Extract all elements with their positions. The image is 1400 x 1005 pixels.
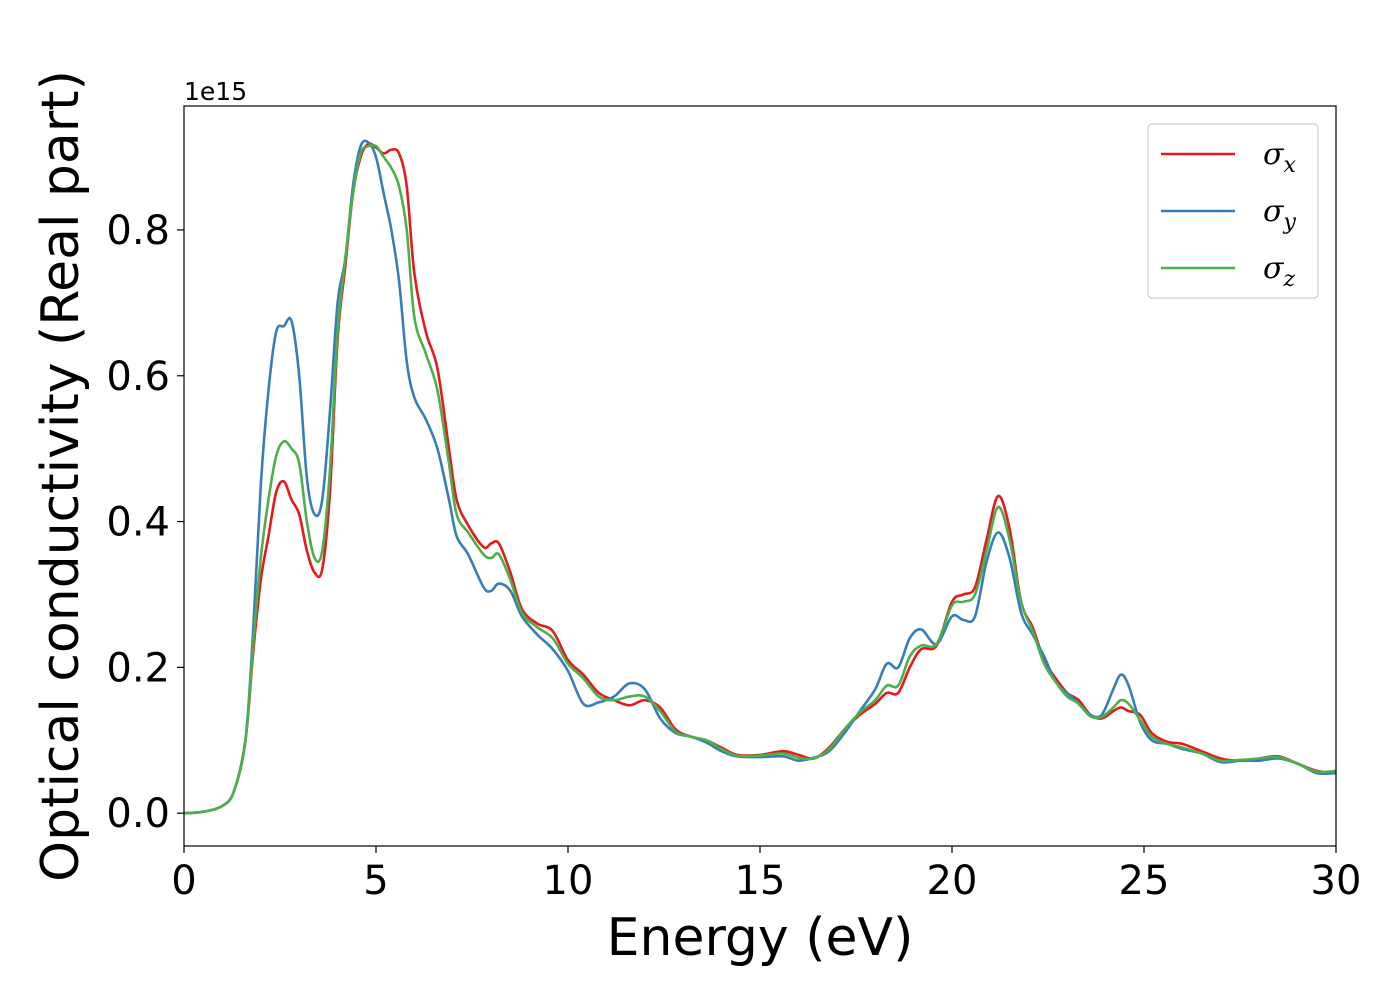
y-tick-label: 0.4 bbox=[106, 500, 170, 546]
legend-label-z: σz bbox=[1263, 251, 1295, 292]
x-tick-label: 20 bbox=[927, 858, 978, 904]
y-tick-label: 0.2 bbox=[106, 645, 170, 691]
x-tick-label: 0 bbox=[171, 858, 196, 904]
series-line-z bbox=[184, 143, 1336, 815]
legend-label-x: σx bbox=[1263, 137, 1296, 178]
x-tick-label: 30 bbox=[1311, 858, 1362, 904]
x-tick-label: 15 bbox=[735, 858, 786, 904]
y-tick-label: 0.0 bbox=[106, 791, 170, 837]
legend-symbol: σ bbox=[1263, 251, 1285, 286]
y-offset-label: 1e15 bbox=[184, 77, 247, 106]
series-layer bbox=[184, 139, 1336, 815]
y-tick-label: 0.8 bbox=[106, 208, 170, 254]
legend-subscript: x bbox=[1283, 153, 1296, 178]
legend-subscript: z bbox=[1282, 267, 1295, 292]
x-tick-label: 25 bbox=[1119, 858, 1170, 904]
ticks-layer: 0 5 10 15 20 25 30 0.0 0.2 0.4 0.6 0.8 bbox=[106, 208, 1361, 904]
y-tick-label: 0.6 bbox=[106, 354, 170, 400]
legend-symbol: σ bbox=[1263, 137, 1285, 172]
legend-symbol: σ bbox=[1263, 194, 1285, 229]
legend-subscript: y bbox=[1282, 210, 1296, 235]
y-axis-title: Optical conductivity (Real part) bbox=[31, 70, 91, 882]
legend-label-y: σy bbox=[1263, 194, 1296, 235]
x-axis-title: Energy (eV) bbox=[607, 908, 914, 968]
x-tick-label: 5 bbox=[363, 858, 388, 904]
x-tick-label: 10 bbox=[543, 858, 594, 904]
